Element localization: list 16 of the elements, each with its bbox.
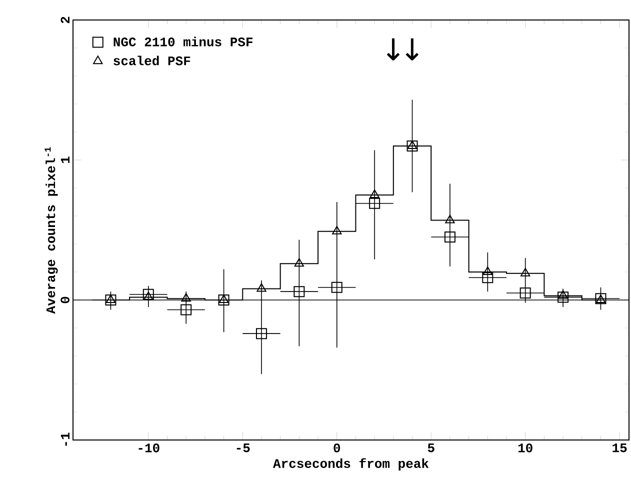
- x-tick-label: -5: [236, 444, 250, 452]
- y-tick-label: 2: [60, 16, 70, 24]
- y-tick-label: -1: [60, 432, 70, 446]
- y-tick-label: 1: [60, 156, 70, 164]
- x-axis-title: Arcseconds from peak: [272, 458, 429, 471]
- x-tick-label: 5: [428, 444, 434, 452]
- x-tick-label: -10: [138, 444, 160, 452]
- x-tick-label: 0: [334, 444, 340, 452]
- x-tick-label: 10: [518, 444, 532, 452]
- y-axis-title: Average counts pixel$^{-1}$: [44, 147, 58, 314]
- legend-label: scaled PSF: [114, 56, 190, 66]
- legend-label: NGC 2110 minus PSF: [114, 36, 253, 46]
- annotation: ↓: [386, 38, 400, 60]
- annotation: ↓: [406, 38, 419, 60]
- x-tick-label: 15: [612, 444, 627, 452]
- y-tick-label: 0: [60, 296, 70, 304]
